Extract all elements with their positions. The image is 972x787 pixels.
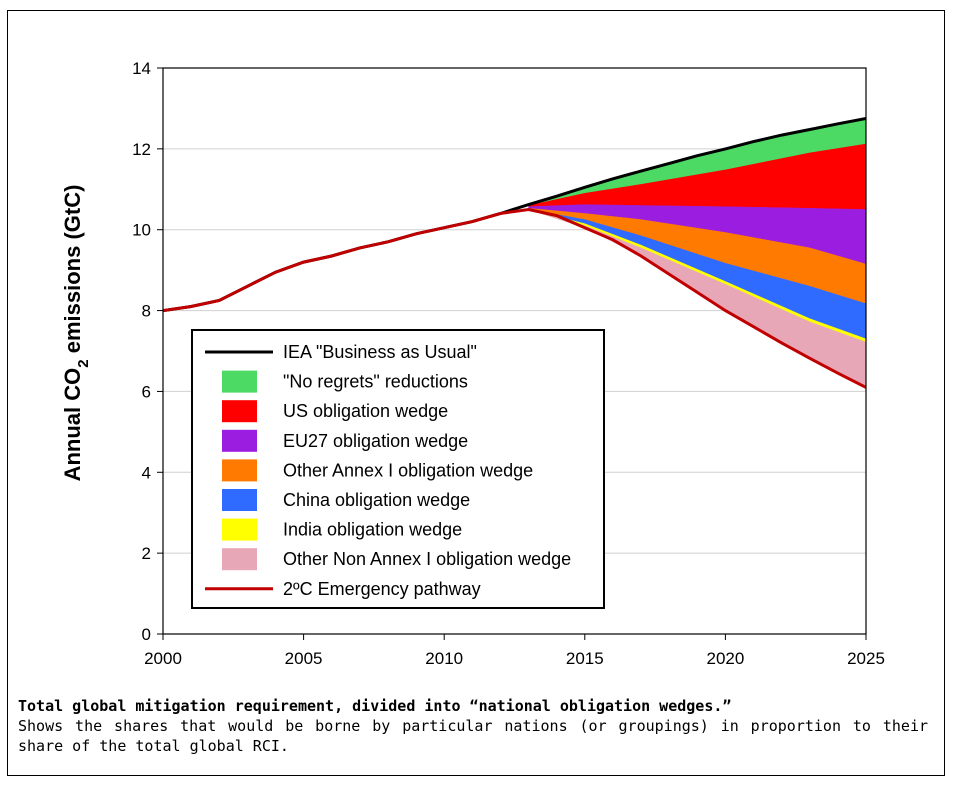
legend-entry: US obligation wedge bbox=[283, 401, 448, 421]
x-tick-label: 2005 bbox=[285, 649, 323, 668]
x-tick-label: 2010 bbox=[425, 649, 463, 668]
y-axis: 0 2 4 6 8 10 12 14 bbox=[132, 59, 163, 644]
legend: IEA "Business as Usual" "No regrets" redu… bbox=[191, 329, 605, 609]
legend-color-swatch bbox=[222, 459, 257, 482]
legend-color-swatch bbox=[222, 489, 257, 511]
figure-caption: Total global mitigation requirement, div… bbox=[18, 696, 928, 756]
legend-color-swatch bbox=[222, 518, 257, 541]
y-axis-label: Annual CO2 emissions (GtC) bbox=[60, 185, 92, 482]
emergency-line bbox=[163, 207, 866, 389]
y-tick-label: 14 bbox=[132, 59, 151, 78]
y-tick-label: 8 bbox=[142, 302, 151, 321]
legend-color-swatch bbox=[222, 429, 257, 452]
legend-entry: IEA "Business as Usual" bbox=[283, 342, 477, 362]
legend-entry: India obligation wedge bbox=[283, 520, 462, 540]
x-tick-label: 2015 bbox=[566, 649, 604, 668]
y-tick-label: 10 bbox=[132, 221, 151, 240]
y-tick-label: 2 bbox=[142, 544, 151, 563]
caption-body: Shows the shares that would be borne by … bbox=[18, 717, 928, 755]
legend-color-swatch bbox=[222, 370, 257, 393]
y-tick-label: 0 bbox=[142, 625, 151, 644]
legend-entry: EU27 obligation wedge bbox=[283, 431, 468, 451]
legend-box bbox=[191, 329, 605, 609]
wedge-area bbox=[528, 143, 866, 210]
legend-entry: "No regrets" reductions bbox=[283, 372, 468, 392]
lines bbox=[163, 117, 866, 389]
legend-entry: China obligation wedge bbox=[283, 490, 470, 510]
caption-title: Total global mitigation requirement, div… bbox=[18, 697, 732, 715]
legend-color-swatch bbox=[222, 400, 257, 423]
legend-entry: 2ºC Emergency pathway bbox=[283, 579, 481, 599]
x-tick-label: 2025 bbox=[847, 649, 885, 668]
legend-entry: Other Non Annex I obligation wedge bbox=[283, 549, 571, 569]
x-tick-label: 2000 bbox=[144, 649, 182, 668]
x-axis: 2000 2005 2010 2015 2020 2025 bbox=[144, 634, 885, 668]
y-tick-label: 4 bbox=[142, 463, 151, 482]
y-tick-label: 12 bbox=[132, 140, 151, 159]
x-tick-label: 2020 bbox=[706, 649, 744, 668]
plot-area bbox=[162, 67, 867, 635]
legend-color-swatch bbox=[222, 548, 257, 571]
y-tick-label: 6 bbox=[142, 382, 151, 401]
legend-entry: Other Annex I obligation wedge bbox=[283, 460, 533, 480]
